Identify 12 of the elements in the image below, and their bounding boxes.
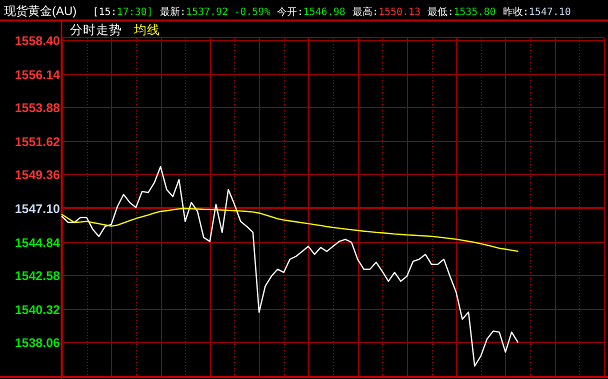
y-tick-label: 1544.84 [14, 236, 60, 250]
series-names: 分时走势 均线 [70, 23, 160, 37]
y-tick-label: 1558.40 [14, 34, 60, 48]
y-tick-label: 1547.10 [14, 202, 60, 216]
y-tick-label: 1549.36 [14, 168, 60, 182]
y-tick-label: 1553.88 [14, 101, 60, 115]
y-tick-label: 1556.14 [14, 68, 60, 82]
y-tick-label: 1551.62 [14, 135, 60, 149]
header: 现货黄金(AU) [15:17:30] 最新:1537.92 -0.59% 今开:1546.98 最高:1550.13 最低:1535.80 昨收:1547.10 [4, 4, 571, 18]
y-tick-label: 1542.58 [14, 269, 60, 283]
y-tick-label: 1540.32 [14, 303, 60, 317]
y-tick-label: 1538.06 [14, 336, 60, 350]
